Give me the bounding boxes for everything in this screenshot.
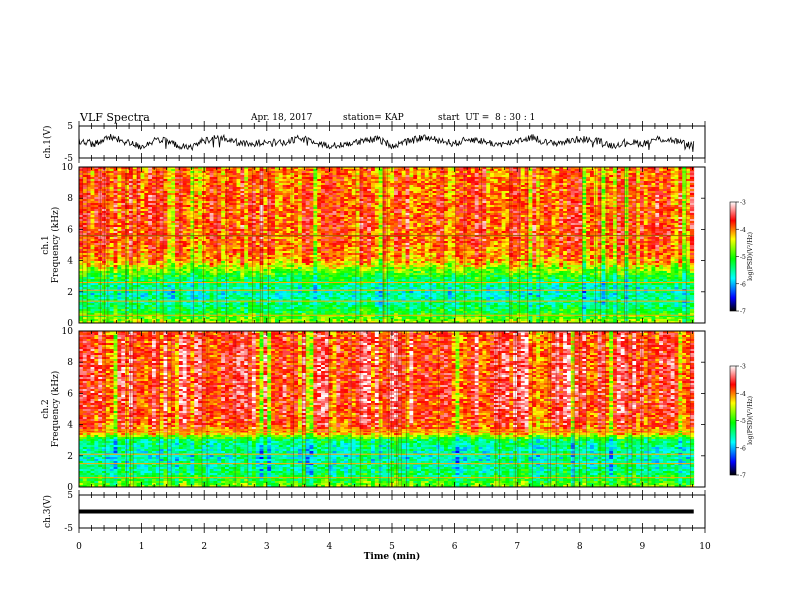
ch1-spectrogram-colorbar-tick: -4	[740, 227, 746, 234]
ch2-spectrogram-ytick: 2	[67, 452, 73, 462]
ch1-spectrogram-colorbar-tick: -3	[740, 200, 746, 207]
ch2-spectrogram-colorbar-tick: -3	[740, 364, 746, 371]
ch2-spectrogram-ytick: 8	[67, 358, 73, 368]
ch1-spectrogram-ytick: 8	[67, 194, 73, 204]
xtick-label: 7	[514, 542, 520, 552]
xtick-label: 8	[577, 542, 583, 552]
xtick-label: 5	[389, 542, 395, 552]
ch2-spectrogram-ylabel: Frequency (kHz)	[50, 371, 61, 448]
ch1-spectrogram-ylabel: Frequency (kHz)	[50, 207, 61, 284]
x-axis-label: Time (min)	[364, 551, 421, 562]
ch1-spectrogram-colorbar-tick: -6	[740, 281, 746, 288]
ch1-spectrogram-colorbar-tick: -7	[740, 309, 746, 316]
xtick-label: 10	[699, 542, 711, 552]
ch1-spectrogram-ytick: 10	[62, 163, 74, 173]
ch1-spectrogram-ytick: 6	[67, 225, 73, 235]
ch2-spectrogram-colorbar-tick: -5	[740, 418, 746, 425]
xtick-label: 1	[139, 542, 145, 552]
ch1-waveform-line	[79, 134, 694, 152]
ch3-waveform-ylabel: ch.3(V)	[42, 495, 53, 528]
ch1-spectrogram-colorbar-tick: -5	[740, 254, 746, 261]
ch1-spectrogram-ytick: 4	[67, 257, 73, 267]
xtick-label: 0	[76, 542, 82, 552]
ch1-waveform-ylabel: ch.1(V)	[42, 126, 53, 159]
ch2-spectrogram-ytick: 4	[67, 421, 73, 431]
ch2-spectrogram-colorbar	[730, 366, 736, 475]
spectrogram-layer	[79, 167, 694, 487]
ch3-waveform-ytick: -5	[64, 524, 73, 534]
ch2-spectrogram-ytick: 6	[67, 389, 73, 399]
ch2-spectrogram-colorbar-tick: -7	[740, 473, 746, 480]
ch2-spectrogram-colorbar-label: log(PSD)(V²/Hz)	[747, 396, 754, 445]
ch2-spectrogram-colorbar-tick: -6	[740, 445, 746, 452]
xtick-label: 6	[452, 542, 458, 552]
ch2-spectrogram-ytick: 10	[62, 327, 74, 337]
ch1-spectrogram-colorbar-label: log(PSD)(V²/Hz)	[747, 232, 754, 281]
xtick-label: 4	[327, 542, 333, 552]
ch3-waveform-ytick: 5	[67, 491, 73, 501]
ch1-spectrogram-image	[79, 167, 694, 323]
xtick-label: 9	[640, 542, 646, 552]
xtick-label: 2	[201, 542, 207, 552]
ch2-spectrogram-colorbar-tick: -4	[740, 391, 746, 398]
ch1-waveform-ytick: 5	[67, 122, 73, 132]
ch2-spectrogram-channel-label: ch.2	[41, 399, 51, 418]
ch1-spectrogram-channel-label: ch.1	[41, 235, 51, 254]
xtick-label: 3	[264, 542, 270, 552]
ch1-spectrogram-ytick: 2	[67, 288, 73, 298]
ch2-spectrogram-image	[79, 331, 694, 487]
ch1-spectrogram-colorbar	[730, 202, 736, 311]
